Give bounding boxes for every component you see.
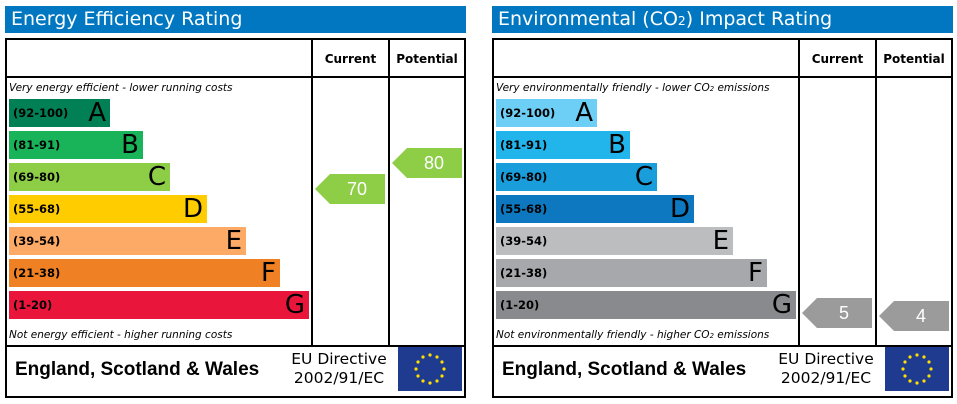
band-range: (55-68) bbox=[500, 202, 548, 216]
band-g: (1-20) G bbox=[496, 290, 796, 320]
current-rating-arrow: 70 bbox=[315, 174, 385, 204]
band-range: (81-91) bbox=[13, 138, 61, 152]
divider bbox=[7, 76, 464, 78]
band-letter: E bbox=[712, 226, 729, 256]
band-range: (69-80) bbox=[13, 170, 61, 184]
potential-rating-arrow: 80 bbox=[392, 148, 462, 178]
top-note: Very energy efficient - lower running co… bbox=[9, 82, 233, 94]
band-letter: D bbox=[182, 194, 203, 224]
band-a: (92-100) A bbox=[9, 98, 110, 128]
band-e: (39-54) E bbox=[496, 226, 733, 256]
directive-line1: EU Directive bbox=[778, 350, 874, 368]
potential-rating-value: 80 bbox=[423, 153, 445, 173]
band-a: (92-100) A bbox=[496, 98, 597, 128]
eu-directive: EU Directive 2002/91/EC bbox=[776, 350, 876, 388]
current-rating-value: 5 bbox=[838, 303, 849, 323]
arrow-shape bbox=[802, 298, 872, 328]
divider bbox=[311, 40, 313, 345]
band-g: (1-20) G bbox=[9, 290, 309, 320]
environmental-impact-panel: Environmental (CO2) Impact Rating Curren… bbox=[492, 6, 953, 398]
arrow-shape bbox=[315, 174, 385, 204]
band-c: (69-80) C bbox=[9, 162, 170, 192]
band-range: (81-91) bbox=[500, 138, 548, 152]
potential-column-header: Potential bbox=[396, 52, 458, 66]
environmental-title: Environmental (CO2) Impact Rating bbox=[492, 6, 953, 33]
band-f: (21-38) F bbox=[9, 258, 280, 288]
band-range: (69-80) bbox=[500, 170, 548, 184]
band-d: (55-68) D bbox=[496, 194, 694, 224]
band-letter: G bbox=[771, 290, 792, 320]
potential-column-header: Potential bbox=[883, 52, 945, 66]
band-d: (55-68) D bbox=[9, 194, 207, 224]
band-letter: B bbox=[608, 130, 626, 160]
divider bbox=[388, 40, 390, 345]
top-note: Very environmentally friendly - lower CO… bbox=[496, 82, 770, 94]
eu-directive: EU Directive 2002/91/EC bbox=[289, 350, 389, 388]
potential-rating-arrow: 4 bbox=[879, 301, 949, 331]
eu-flag-icon bbox=[398, 347, 462, 391]
band-range: (1-20) bbox=[500, 298, 540, 312]
band-letter: A bbox=[575, 98, 593, 128]
band-b: (81-91) B bbox=[496, 130, 630, 160]
directive-line2: 2002/91/EC bbox=[293, 369, 385, 387]
band-letter: F bbox=[748, 258, 763, 288]
footer: England, Scotland & Wales EU Directive 2… bbox=[7, 345, 464, 396]
band-range: (21-38) bbox=[13, 266, 61, 280]
arrow-shape bbox=[392, 148, 462, 178]
band-letter: A bbox=[88, 98, 106, 128]
band-letter: G bbox=[284, 290, 305, 320]
current-column-header: Current bbox=[324, 52, 377, 66]
band-c: (69-80) C bbox=[496, 162, 657, 192]
band-letter: C bbox=[147, 162, 166, 192]
current-rating-value: 70 bbox=[346, 179, 368, 199]
band-range: (92-100) bbox=[13, 106, 69, 120]
divider bbox=[875, 40, 877, 345]
band-f: (21-38) F bbox=[496, 258, 767, 288]
current-column-header: Current bbox=[811, 52, 864, 66]
current-rating-arrow: 5 bbox=[802, 298, 872, 328]
divider bbox=[494, 76, 951, 78]
bottom-note: Not environmentally friendly - higher CO… bbox=[496, 329, 770, 341]
band-letter: B bbox=[121, 130, 139, 160]
region-label: England, Scotland & Wales bbox=[15, 359, 260, 380]
directive-line2: 2002/91/EC bbox=[780, 369, 872, 387]
bottom-note: Not energy efficient - higher running co… bbox=[9, 329, 233, 341]
band-range: (92-100) bbox=[500, 106, 556, 120]
band-range: (1-20) bbox=[13, 298, 53, 312]
band-e: (39-54) E bbox=[9, 226, 246, 256]
directive-line1: EU Directive bbox=[291, 350, 387, 368]
divider bbox=[494, 345, 951, 347]
band-b: (81-91) B bbox=[9, 130, 143, 160]
eu-flag-icon bbox=[885, 347, 949, 391]
band-range: (55-68) bbox=[13, 202, 61, 216]
band-range: (39-54) bbox=[13, 234, 61, 248]
band-letter: F bbox=[261, 258, 276, 288]
potential-rating-value: 4 bbox=[915, 306, 926, 326]
band-letter: D bbox=[669, 194, 690, 224]
energy-title: Energy Efficiency Rating bbox=[5, 6, 466, 33]
band-range: (21-38) bbox=[500, 266, 548, 280]
region-label: England, Scotland & Wales bbox=[502, 359, 747, 380]
energy-efficiency-panel: Energy Efficiency Rating Current Potenti… bbox=[5, 6, 466, 398]
band-letter: C bbox=[634, 162, 653, 192]
environmental-table: Current Potential Very environmentally f… bbox=[492, 38, 953, 398]
energy-table: Current Potential Very energy efficient … bbox=[5, 38, 466, 398]
band-letter: E bbox=[225, 226, 242, 256]
band-range: (39-54) bbox=[500, 234, 548, 248]
footer: England, Scotland & Wales EU Directive 2… bbox=[494, 345, 951, 396]
arrow-shape bbox=[879, 301, 949, 331]
divider bbox=[7, 345, 464, 347]
divider bbox=[798, 40, 800, 345]
